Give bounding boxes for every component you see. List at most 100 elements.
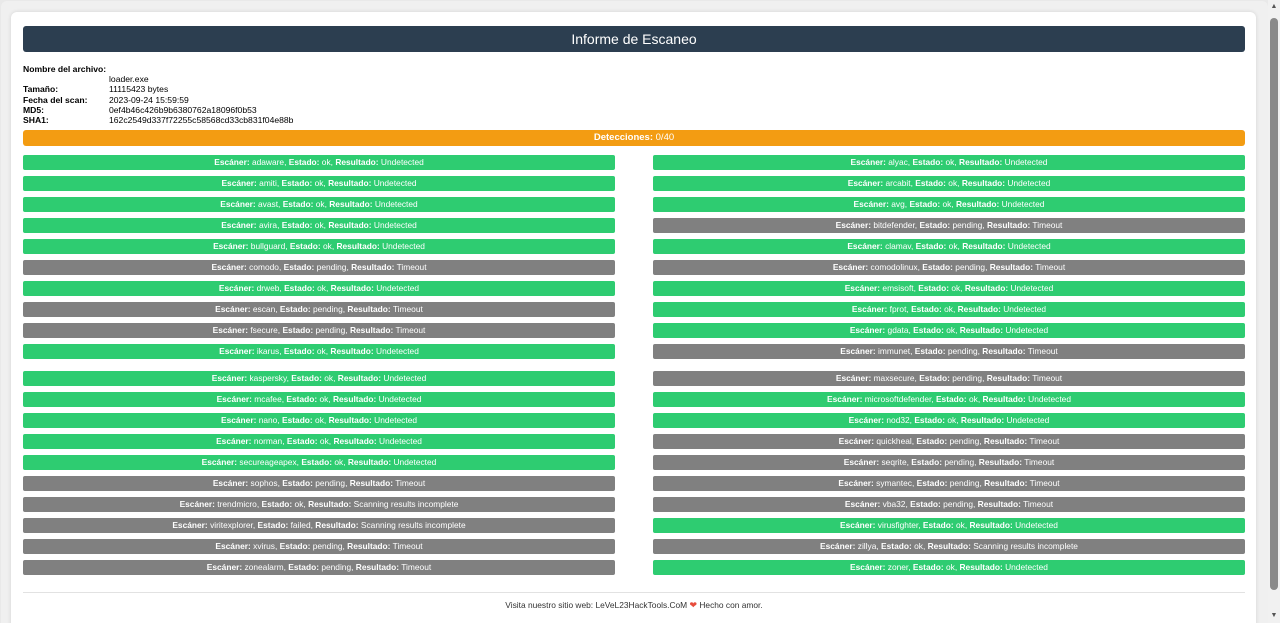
field-value: Scanning results incomplete bbox=[973, 541, 1078, 551]
field-value: Undetected bbox=[379, 436, 422, 446]
field-value: pending bbox=[949, 478, 980, 488]
scan-result-symantec: Escáner: symantec, Estado: pending, Resu… bbox=[653, 476, 1245, 491]
field-label: Escáner: bbox=[820, 541, 856, 551]
field-value: quickheal bbox=[876, 436, 912, 446]
field-value: pending bbox=[952, 220, 983, 230]
scroll-up-arrow-icon[interactable]: ▲ bbox=[1270, 3, 1278, 10]
field-label: Resultado: bbox=[960, 415, 1005, 425]
info-row-size: Tamaño: 11115423 bytes bbox=[23, 84, 623, 94]
heart-icon: ❤ bbox=[689, 600, 698, 610]
field-value: viritexplorer bbox=[210, 520, 253, 530]
field-value: vba32 bbox=[882, 499, 906, 509]
field-value: ok bbox=[945, 562, 955, 572]
field-label: Resultado: bbox=[977, 499, 1021, 509]
field-value: pending bbox=[947, 346, 978, 356]
scan-result-nod32: Escáner: nod32, Estado: ok, Resultado: U… bbox=[653, 413, 1245, 428]
field-value: pending bbox=[315, 478, 346, 488]
scan-result-amiti: Escáner: amiti, Estado: ok, Resultado: U… bbox=[23, 176, 615, 191]
file-info: Nombre del archivo: loader.exe Tamaño: 1… bbox=[23, 64, 623, 125]
field-label: Estado: bbox=[914, 415, 946, 425]
field-label: Escáner: bbox=[847, 241, 883, 251]
field-value: ok bbox=[955, 520, 965, 530]
field-label: Estado: bbox=[288, 562, 319, 572]
field-label: Resultado: bbox=[347, 304, 391, 314]
report-card: Informe de Escaneo Nombre del archivo: l… bbox=[11, 12, 1256, 623]
field-label: Estado: bbox=[257, 520, 289, 530]
field-value: Timeout bbox=[392, 541, 423, 551]
field-label: Estado: bbox=[881, 541, 912, 551]
field-label: Estado: bbox=[916, 436, 948, 446]
field-label: Resultado: bbox=[328, 415, 372, 425]
field-label: Escáner: bbox=[838, 436, 875, 446]
field-value: pending bbox=[321, 562, 352, 572]
field-value: Timeout bbox=[395, 325, 426, 335]
field-value: Timeout bbox=[396, 262, 427, 272]
field-value: Undetected bbox=[1003, 304, 1047, 314]
field-value: Undetected bbox=[383, 373, 427, 383]
field-label: Resultado: bbox=[329, 199, 373, 209]
field-value: pending bbox=[316, 262, 347, 272]
scrollbar-thumb[interactable] bbox=[1270, 18, 1278, 590]
vertical-scrollbar[interactable]: ▲ ▼ bbox=[1268, 0, 1280, 623]
field-value: mcafee bbox=[254, 394, 282, 404]
field-label: Resultado: bbox=[962, 241, 1006, 251]
field-label: Resultado: bbox=[355, 562, 400, 572]
field-value: ok bbox=[946, 325, 956, 335]
field-label: Escáner: bbox=[849, 325, 886, 335]
info-label: Fecha del scan: bbox=[23, 94, 88, 105]
field-label: Resultado: bbox=[927, 541, 971, 551]
field-value: Undetected bbox=[373, 220, 417, 230]
scan-result-adaware: Escáner: adaware, Estado: ok, Resultado:… bbox=[23, 155, 615, 170]
field-value: ikarus bbox=[256, 346, 280, 356]
field-value: Undetected bbox=[378, 394, 422, 404]
field-label: Escáner: bbox=[215, 304, 251, 314]
field-value: seqrite bbox=[881, 457, 907, 467]
field-value: ok bbox=[315, 199, 325, 209]
scan-result-alyac: Escáner: alyac, Estado: ok, Resultado: U… bbox=[653, 155, 1245, 170]
field-label: Resultado: bbox=[328, 178, 372, 188]
field-value: Timeout bbox=[1029, 436, 1060, 446]
field-label: Estado: bbox=[914, 346, 946, 356]
field-label: Resultado: bbox=[347, 541, 391, 551]
field-label: Escáner: bbox=[179, 499, 215, 509]
field-value: pending bbox=[955, 262, 986, 272]
field-label: Estado: bbox=[281, 178, 313, 188]
field-label: Escáner: bbox=[847, 178, 884, 188]
field-value: ok bbox=[914, 541, 923, 551]
scan-result-bitdefender: Escáner: bitdefender, Estado: pending, R… bbox=[653, 218, 1245, 233]
field-value: pending bbox=[949, 436, 980, 446]
field-value: pending bbox=[952, 373, 983, 383]
field-label: Estado: bbox=[922, 520, 954, 530]
field-label: Resultado: bbox=[964, 283, 1009, 293]
scan-result-gdata: Escáner: gdata, Estado: ok, Resultado: U… bbox=[653, 323, 1245, 338]
field-value: zoner bbox=[887, 562, 909, 572]
scroll-down-arrow-icon[interactable]: ▼ bbox=[1270, 612, 1278, 619]
field-label: Estado: bbox=[261, 499, 293, 509]
field-label: Escáner: bbox=[851, 304, 888, 314]
scan-result-avira: Escáner: avira, Estado: ok, Resultado: U… bbox=[23, 218, 615, 233]
website-link[interactable]: LeVeL23HackTools.CoM bbox=[595, 600, 688, 610]
field-value: clamav bbox=[885, 241, 911, 251]
field-label: Resultado: bbox=[351, 262, 395, 272]
field-value: Timeout bbox=[395, 478, 426, 488]
field-label: Resultado: bbox=[315, 520, 359, 530]
field-label: Escáner: bbox=[840, 520, 876, 530]
scan-result-vba32: Escáner: vba32, Estado: pending, Resulta… bbox=[653, 497, 1245, 512]
field-label: Resultado: bbox=[986, 373, 1030, 383]
info-label: Tamaño: bbox=[23, 84, 59, 95]
field-label: Resultado: bbox=[330, 346, 374, 356]
scan-result-microsoftdefender: Escáner: microsoftdefender, Estado: ok, … bbox=[653, 392, 1245, 407]
field-value: comodo bbox=[249, 262, 279, 272]
field-value: norman bbox=[253, 436, 283, 446]
field-label: Resultado: bbox=[333, 436, 377, 446]
field-value: pending bbox=[315, 325, 346, 335]
field-value: ok bbox=[334, 457, 344, 467]
scan-result-zillya: Escáner: zillya, Estado: ok, Resultado: … bbox=[653, 539, 1245, 554]
field-value: bitdefender bbox=[873, 220, 915, 230]
info-value: 2023-09-24 15:59:59 bbox=[109, 94, 189, 105]
field-value: zonealarm bbox=[244, 562, 284, 572]
field-value: fprot bbox=[889, 304, 907, 314]
field-label: Estado: bbox=[911, 304, 942, 314]
field-label: Escáner: bbox=[843, 457, 880, 467]
